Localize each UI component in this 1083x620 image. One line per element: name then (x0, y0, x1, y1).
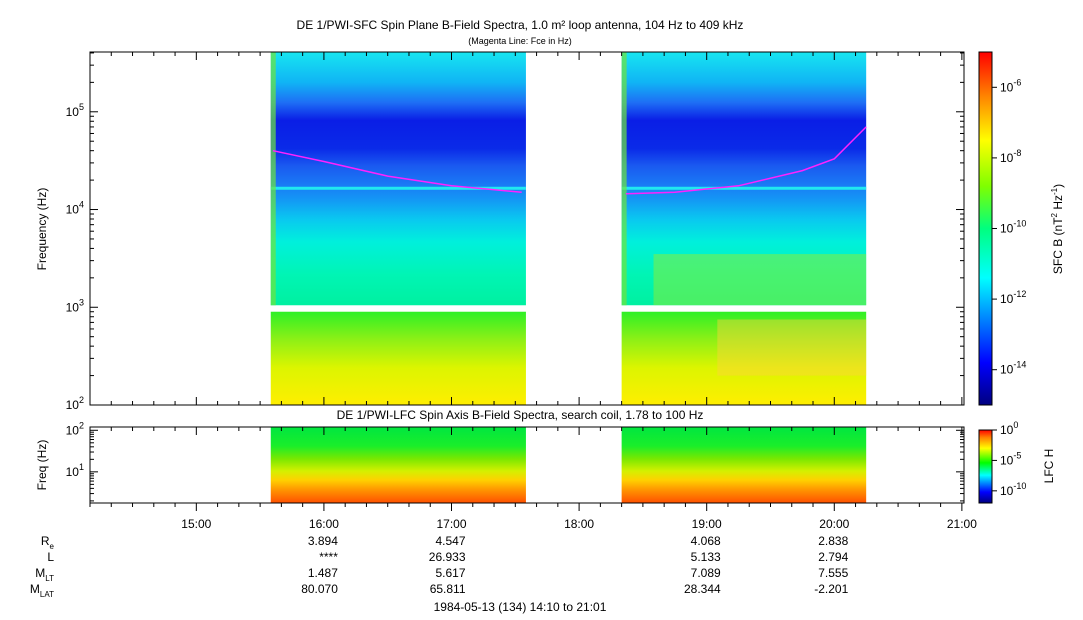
sfc-upper-block-1 (270, 52, 526, 306)
xtick-label: 20:00 (819, 517, 849, 531)
xtick-label: 21:00 (947, 517, 977, 531)
ephemeris-value: 7.089 (691, 566, 721, 580)
lfc-block-2 (621, 427, 867, 503)
lfc-cbar-tick-label: 10-5 (1000, 450, 1021, 467)
ephemeris-value: -2.201 (814, 582, 848, 596)
sfc-ytick-label: 105 (66, 102, 84, 119)
sfc-colorbar-ticks: 10-14 10-12 10-10 10-8 10-6 (992, 77, 1026, 377)
ephemeris-value: 5.133 (691, 550, 721, 564)
sfc-title: DE 1/PWI-SFC Spin Plane B-Field Spectra,… (297, 18, 744, 32)
lfc-block-1 (270, 427, 526, 503)
ephemeris-value: 28.344 (684, 582, 721, 596)
ephemeris-row-label: L (47, 550, 54, 564)
sfc-y-axis: 102 103 104 105 (66, 52, 964, 412)
sfc-upper-block-2 (621, 52, 867, 306)
lfc-cbar-tick-label: 100 (1000, 420, 1018, 437)
sfc-plot-border (89, 51, 965, 406)
sfc-ytick-label: 104 (66, 200, 84, 217)
ephemeris-value: 80.070 (301, 582, 338, 596)
sfc-lower-block-1 (270, 311, 526, 405)
sfc-subtitle: (Magenta Line: Fce in Hz) (468, 36, 572, 46)
xtick-label: 19:00 (692, 517, 722, 531)
ephemeris-value: 2.794 (818, 550, 848, 564)
sfc-emission-patch-2 (653, 254, 867, 306)
sfc-emission-patch (717, 319, 867, 376)
sfc-cbar-tick-label: 10-10 (1000, 219, 1026, 236)
lfc-plot-border (89, 426, 965, 504)
date-label: 1984-05-13 (134) 14:10 to 21:01 (434, 600, 607, 614)
lfc-title: DE 1/PWI-LFC Spin Axis B-Field Spectra, … (337, 408, 704, 422)
lfc-y-axis: 101 102 (66, 420, 964, 502)
lfc-ytick-label: 101 (66, 462, 84, 479)
ephemeris-row-label: MLT (35, 566, 54, 583)
sfc-ylabel: Frequency (Hz) (35, 188, 49, 271)
sfc-cbar-tick-label: 10-6 (1000, 77, 1021, 94)
lfc-cbar-tick-label: 10-10 (1000, 481, 1026, 498)
ephemeris-value: 1.487 (308, 566, 338, 580)
ephemeris-row-label: MLAT (30, 582, 54, 599)
ephemeris-value: 5.617 (435, 566, 465, 580)
ephemeris-row-label: Re (41, 534, 55, 551)
lfc-ytick-label: 102 (66, 420, 84, 437)
sfc-data-layer (270, 52, 867, 405)
lfc-colorbar-ticks: 10-10 10-5 100 (992, 420, 1026, 498)
sfc-spectrogram-panel: 102 103 104 105 Frequency (Hz) (35, 51, 965, 412)
lfc-spectrogram-panel: 101 102 Freq (Hz) (35, 420, 965, 504)
fce-magenta-line (272, 149, 522, 194)
ephemeris-value: 4.547 (435, 534, 465, 548)
sfc-colorbar-label: SFC B (nT2 Hz-1) (1050, 184, 1065, 274)
xtick-label: 15:00 (181, 517, 211, 531)
sfc-ytick-label: 102 (66, 395, 84, 412)
sfc-cbar-tick-label: 10-8 (1000, 148, 1021, 165)
sfc-edge-column-1 (270, 52, 276, 306)
ephemeris-value: 7.555 (818, 566, 848, 580)
sfc-band-line-1 (270, 186, 526, 190)
ephemeris-value: **** (319, 550, 338, 564)
lfc-colorbar: 10-10 10-5 100 LFC H (978, 420, 1056, 504)
ephemeris-value: 3.894 (308, 534, 338, 548)
ephemeris-value: 26.933 (429, 550, 466, 564)
xtick-label: 17:00 (436, 517, 466, 531)
lfc-data-layer (270, 427, 867, 503)
ephemeris-value: 65.811 (430, 582, 466, 596)
xtick-label: 18:00 (564, 517, 594, 531)
lfc-colorbar-label: LFC H (1042, 449, 1056, 484)
xtick-label: 16:00 (309, 517, 339, 531)
ephemeris-table: Re 3.894 4.547 4.068 2.838 L **** 26.933 5.133 2.… (30, 534, 849, 599)
sfc-edge-column-2 (621, 52, 627, 306)
ephemeris-value: 2.838 (818, 534, 848, 548)
lfc-ylabel: Freq (Hz) (35, 440, 49, 491)
sfc-colorbar-scale (978, 51, 993, 406)
sfc-ytick-label: 103 (66, 297, 84, 314)
sfc-band-line-2 (621, 186, 867, 190)
sfc-colorbar: 10-14 10-12 10-10 10-8 10-6 SFC B (nT2 Hz-1) (978, 51, 1065, 406)
lfc-colorbar-scale (978, 429, 993, 504)
sfc-cbar-tick-label: 10-12 (1000, 289, 1026, 306)
fce-magenta-line-2 (625, 126, 867, 195)
time-axis: 15:00 16:00 17:00 18:00 19:00 20:00 21:00 (89, 52, 977, 531)
sfc-cbar-tick-label: 10-14 (1000, 360, 1026, 377)
ephemeris-value: 4.068 (691, 534, 721, 548)
sfc-lower-block-2 (621, 311, 867, 405)
